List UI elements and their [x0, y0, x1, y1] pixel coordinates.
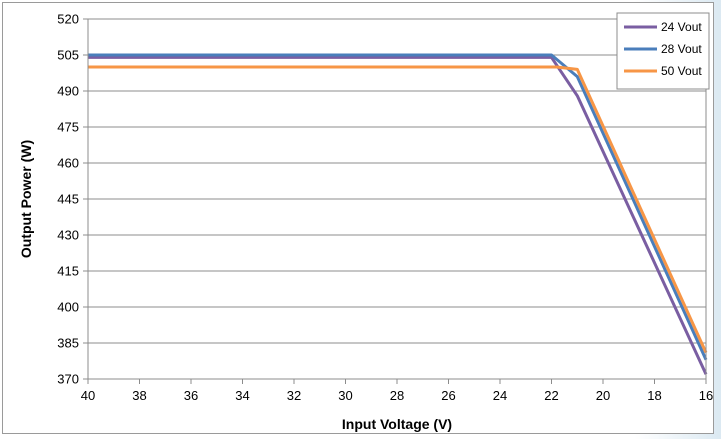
y-axis-title: Output Power (W)	[18, 140, 34, 258]
chart-frame: 370 385 400 415 430 445 460 475 490 505 520 40 38 36…	[2, 2, 714, 434]
y-tick-label: 430	[57, 228, 79, 243]
x-tick-label: 32	[287, 388, 301, 403]
y-tick-label: 370	[57, 372, 79, 387]
y-tick-label: 445	[57, 192, 79, 207]
y-tick-label: 505	[57, 48, 79, 63]
x-tick-label: 22	[544, 388, 558, 403]
legend-items: 24 Vout 28 Vout 50 Vout	[624, 20, 702, 78]
x-tick-label: 38	[132, 388, 146, 403]
x-tick-label: 20	[596, 388, 610, 403]
y-tick-label: 460	[57, 156, 79, 171]
x-tick-label: 26	[441, 388, 455, 403]
y-tick-label: 475	[57, 120, 79, 135]
x-tick-label: 24	[493, 388, 507, 403]
x-axis-title: Input Voltage (V)	[342, 416, 452, 432]
x-tick-label: 36	[184, 388, 198, 403]
line-chart: 370 385 400 415 430 445 460 475 490 505 520 40 38 36…	[18, 12, 713, 433]
y-tick-label: 520	[57, 12, 79, 27]
y-axis-ticks: 370 385 400 415 430 445 460 475 490 505 520	[57, 12, 88, 387]
y-tick-label: 490	[57, 84, 79, 99]
x-tick-label: 18	[647, 388, 661, 403]
series-lines	[88, 53, 708, 375]
x-tick-label: 40	[81, 388, 95, 403]
x-tick-label: 34	[235, 388, 249, 403]
x-tick-label: 30	[338, 388, 352, 403]
series-line-50-vout	[88, 65, 708, 354]
legend-label: 50 Vout	[661, 64, 702, 78]
y-tick-label: 400	[57, 300, 79, 315]
y-tick-label: 385	[57, 336, 79, 351]
legend-label: 28 Vout	[661, 42, 702, 56]
x-tick-label: 16	[699, 388, 713, 403]
x-tick-label: 28	[390, 388, 404, 403]
series-line-24-vout	[88, 55, 708, 375]
legend-label: 24 Vout	[661, 20, 702, 34]
series-line-28-vout	[88, 53, 708, 361]
y-tick-label: 415	[57, 264, 79, 279]
gridlines	[88, 18, 706, 380]
x-axis-ticks: 40 38 36 34 32 30 28 26 24 22 20 18 16	[81, 379, 713, 403]
legend: 24 Vout 28 Vout 50 Vout	[616, 12, 710, 90]
